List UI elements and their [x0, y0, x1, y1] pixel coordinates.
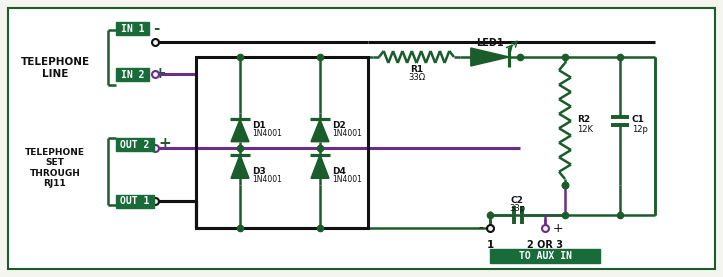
Polygon shape [311, 155, 329, 178]
Polygon shape [231, 155, 249, 178]
Text: 1N4001: 1N4001 [252, 129, 282, 137]
Text: R1: R1 [410, 65, 423, 74]
Text: IN 1: IN 1 [121, 24, 145, 34]
Polygon shape [231, 119, 249, 142]
Text: OUT 1: OUT 1 [120, 196, 150, 206]
Text: 1N4001: 1N4001 [332, 129, 362, 137]
Bar [490, 249, 600, 263]
Text: 1N4001: 1N4001 [332, 176, 362, 184]
Text: D1: D1 [252, 120, 266, 130]
Text: -: - [153, 20, 159, 35]
Text: IN 2: IN 2 [121, 70, 145, 79]
Bar [196, 57, 368, 228]
Bar [116, 22, 149, 35]
Text: -: - [479, 222, 483, 235]
Text: 1N4001: 1N4001 [252, 176, 282, 184]
Text: TELEPHONE
SET
THROUGH
RJ11: TELEPHONE SET THROUGH RJ11 [25, 148, 85, 188]
Text: C2: C2 [510, 196, 523, 205]
Text: 2 OR 3: 2 OR 3 [527, 240, 563, 250]
Text: 33p: 33p [509, 204, 525, 213]
Text: D4: D4 [332, 168, 346, 176]
Text: LED1: LED1 [476, 38, 504, 48]
Text: C1: C1 [632, 116, 645, 124]
Bar [116, 68, 149, 81]
Bar [116, 195, 154, 208]
Text: OUT 2: OUT 2 [120, 140, 150, 150]
Text: 33Ω: 33Ω [408, 73, 425, 82]
Text: -: - [158, 194, 164, 209]
Text: +: + [158, 137, 171, 152]
Polygon shape [471, 48, 509, 66]
Text: D3: D3 [252, 168, 266, 176]
Text: 12K: 12K [577, 125, 593, 135]
Text: 12p: 12p [632, 125, 648, 135]
Text: +: + [153, 66, 166, 81]
Text: TELEPHONE
LINE: TELEPHONE LINE [20, 57, 90, 79]
Text: D2: D2 [332, 120, 346, 130]
Polygon shape [311, 119, 329, 142]
Text: TO AUX IN: TO AUX IN [518, 251, 571, 261]
Text: R2: R2 [577, 116, 590, 124]
Bar [116, 138, 154, 151]
Text: 1: 1 [487, 240, 494, 250]
Text: +: + [553, 222, 564, 235]
